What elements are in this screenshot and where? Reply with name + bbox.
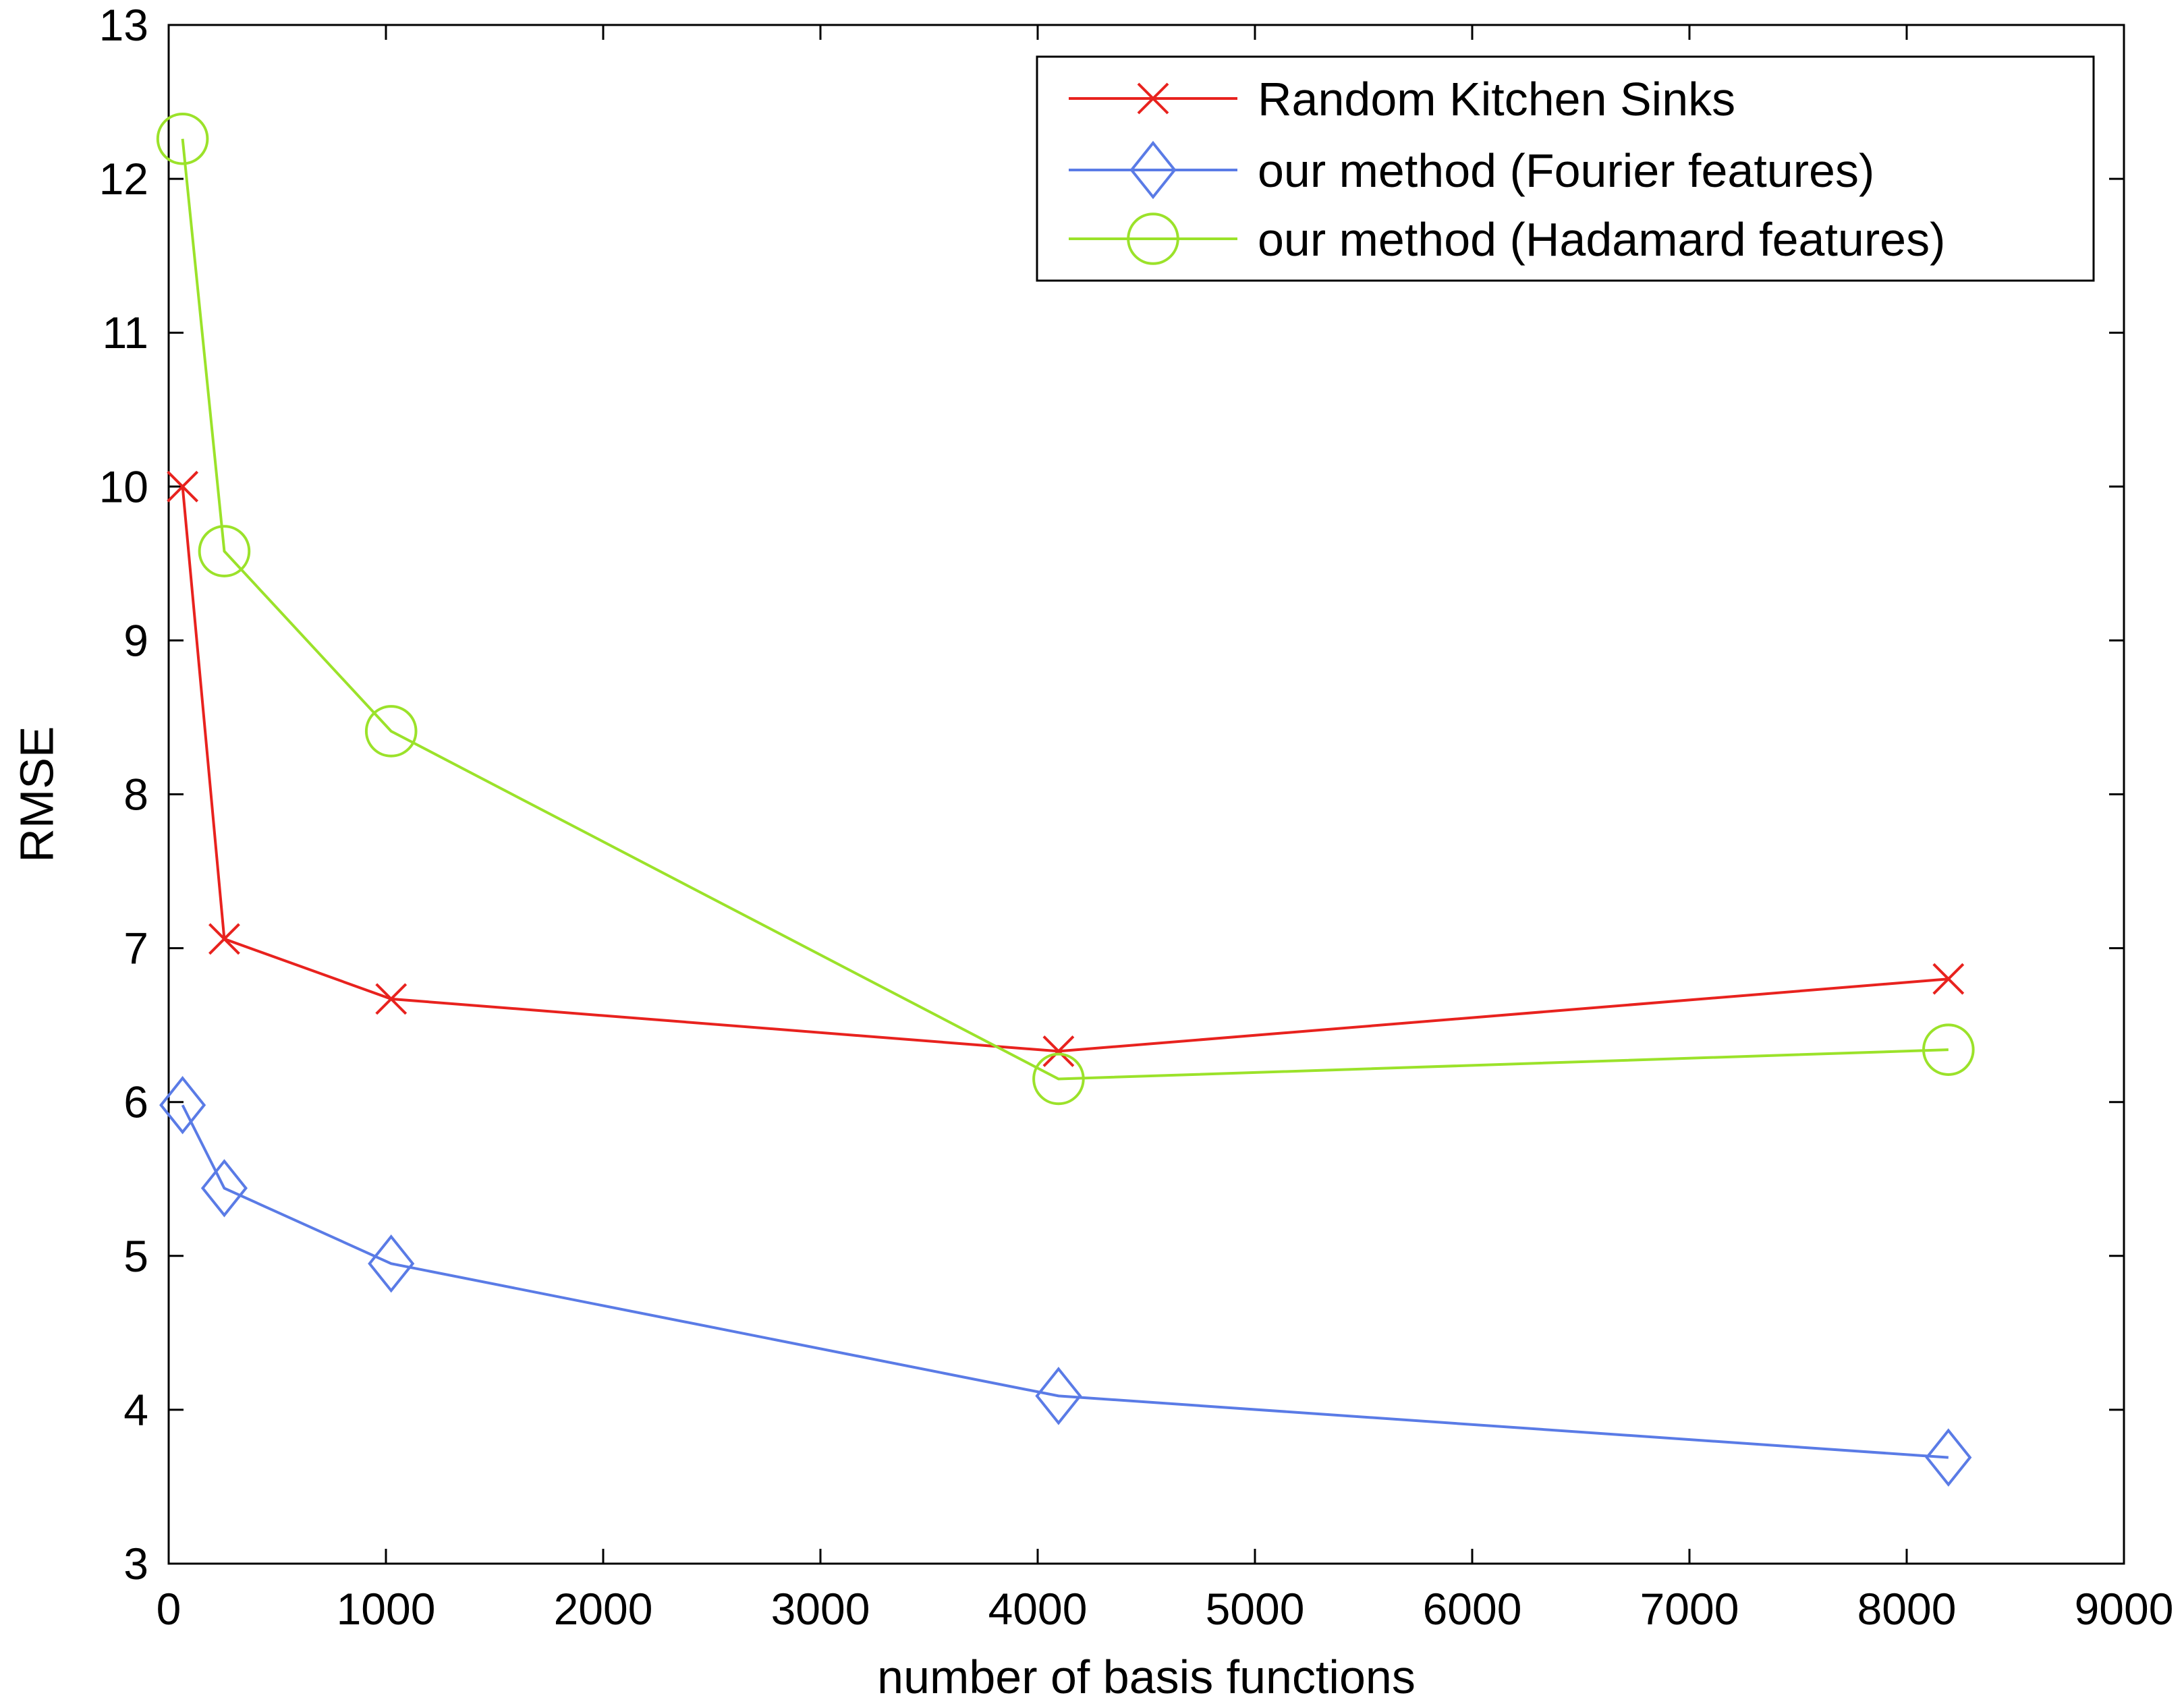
axis-ticks: 0 1000 2000 3000 4000 5000 6000 7000 8000 9000 3 4 5… bbox=[99, 0, 2174, 1634]
y-tick-label: 3 bbox=[123, 1539, 148, 1589]
data-point bbox=[159, 1076, 206, 1135]
series-line bbox=[181, 1104, 1949, 1459]
data-point bbox=[1042, 1035, 1075, 1067]
data-point bbox=[156, 112, 209, 165]
y-tick-label: 9 bbox=[123, 615, 148, 665]
data-point bbox=[368, 1234, 415, 1293]
legend-item: Random Kitchen Sinks bbox=[1069, 73, 1735, 125]
series-1 bbox=[167, 470, 1965, 1067]
y-tick-label: 4 bbox=[123, 1385, 148, 1435]
y-axis-label: RMSE bbox=[10, 726, 63, 862]
data-point bbox=[1032, 1052, 1085, 1106]
data-point bbox=[208, 923, 240, 955]
legend-label: Random Kitchen Sinks bbox=[1258, 73, 1735, 125]
data-point bbox=[375, 983, 408, 1015]
x-tick-label: 6000 bbox=[1423, 1584, 1522, 1634]
x-tick-label: 7000 bbox=[1640, 1584, 1739, 1634]
x-tick-label: 3000 bbox=[771, 1584, 870, 1634]
series-line bbox=[181, 138, 1949, 1081]
data-point bbox=[1035, 1367, 1082, 1425]
y-tick-label: 10 bbox=[99, 461, 148, 511]
series-3 bbox=[156, 112, 1975, 1106]
y-tick-label: 6 bbox=[123, 1077, 148, 1127]
data-point bbox=[198, 525, 251, 577]
legend-label: our method (Fourier features) bbox=[1258, 144, 1874, 197]
y-tick-label: 7 bbox=[123, 923, 148, 973]
legend-item: our method (Fourier features) bbox=[1069, 140, 1874, 200]
data-point bbox=[200, 1159, 248, 1218]
x-tick-label: 1000 bbox=[337, 1584, 436, 1634]
legend-marker bbox=[1137, 82, 1169, 115]
legend-marker bbox=[1127, 212, 1179, 265]
y-tick-label: 8 bbox=[123, 770, 148, 820]
y-tick-label: 12 bbox=[99, 154, 148, 204]
legend: Random Kitchen Sinks our method (Fourier … bbox=[1036, 55, 2095, 282]
legend-label: our method (Hadamard features) bbox=[1258, 213, 1945, 266]
x-tick-label: 0 bbox=[157, 1584, 181, 1634]
x-tick-label: 8000 bbox=[1857, 1584, 1957, 1634]
data-point bbox=[167, 470, 199, 503]
data-point bbox=[1932, 963, 1965, 995]
x-tick-label: 5000 bbox=[1206, 1584, 1305, 1634]
series-layer bbox=[156, 112, 1975, 1487]
data-point bbox=[1925, 1428, 1972, 1487]
legend-item: our method (Hadamard features) bbox=[1069, 212, 1945, 266]
x-tick-label: 9000 bbox=[2075, 1584, 2174, 1634]
series-2 bbox=[159, 1076, 1972, 1487]
data-point bbox=[1922, 1023, 1975, 1076]
y-tick-label: 5 bbox=[123, 1231, 148, 1281]
legend-marker bbox=[1129, 140, 1177, 200]
x-tick-label: 2000 bbox=[554, 1584, 653, 1634]
y-tick-label: 13 bbox=[99, 0, 148, 50]
x-axis-label: number of basis functions bbox=[877, 1651, 1416, 1703]
y-tick-label: 11 bbox=[102, 308, 148, 358]
x-tick-label: 4000 bbox=[988, 1584, 1088, 1634]
data-point bbox=[364, 705, 418, 758]
